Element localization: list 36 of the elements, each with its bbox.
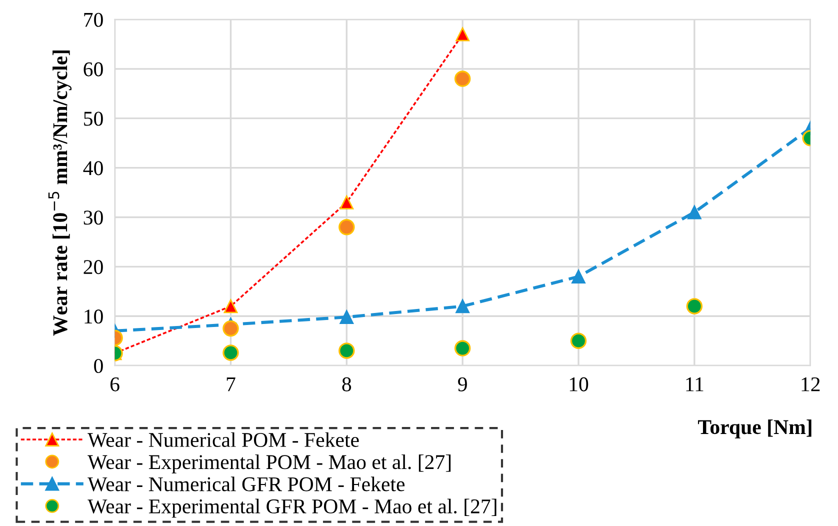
legend-label: Wear - Experimental POM - Mao et al. [27] <box>88 454 451 474</box>
legend-label: Wear - Numerical POM - Fekete <box>88 432 359 448</box>
point <box>340 310 354 324</box>
point <box>340 195 354 210</box>
y-tick-label: 10 <box>84 310 103 324</box>
point <box>338 342 355 359</box>
legend-label: Wear - Experimental GFR POM - Mao et al. [27] <box>88 498 496 518</box>
x-tick-label: 6 <box>110 377 120 392</box>
x-tick-label: 8 <box>342 377 352 392</box>
x-tick-label: 10 <box>570 377 588 392</box>
x-axis-title: Torque [Nm] <box>698 419 812 438</box>
point <box>686 298 703 314</box>
x-tick-label: 12 <box>802 377 820 392</box>
point <box>572 270 586 284</box>
point <box>222 344 239 361</box>
y-tick-label: 70 <box>84 12 103 27</box>
point <box>454 70 471 87</box>
x-tick-label: 9 <box>458 377 467 392</box>
point <box>222 320 239 337</box>
point <box>224 299 238 314</box>
y-axis-title: Wear rate [10$^{−5}$ mm³/Nm/cycle] <box>48 50 72 336</box>
point <box>687 205 702 220</box>
point <box>570 332 587 349</box>
y-tick-label: 20 <box>84 260 103 274</box>
point <box>454 340 471 356</box>
point <box>338 219 355 236</box>
y-tick-label: 30 <box>84 210 103 225</box>
legend-label: Wear - Numerical GFR POM - Fekete <box>88 476 405 492</box>
x-tick-label: 11 <box>686 377 704 392</box>
y-tick-label: 0 <box>94 358 103 374</box>
x-tick-label: 7 <box>226 377 236 392</box>
point <box>456 27 470 42</box>
y-tick-label: 50 <box>84 112 103 126</box>
y-tick-label: 60 <box>84 62 103 76</box>
point <box>456 299 470 314</box>
y-tick-label: 40 <box>83 161 103 176</box>
